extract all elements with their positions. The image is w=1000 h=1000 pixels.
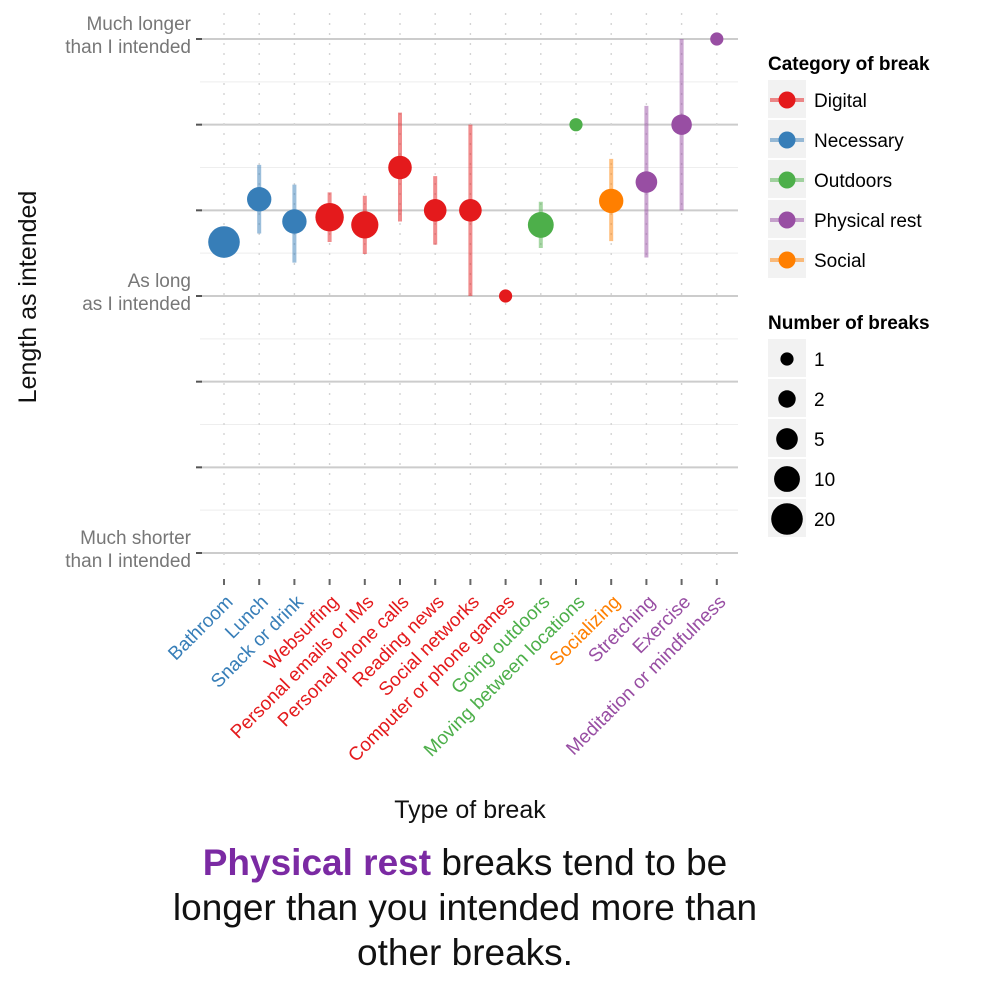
caption-highlight: Physical rest — [202, 842, 432, 883]
legend-key-dot — [778, 131, 796, 149]
data-point — [315, 202, 344, 232]
data-point — [569, 118, 583, 132]
data-point — [282, 209, 307, 234]
legend-key-dot — [778, 211, 796, 229]
y-tick-label-line2: as I intended — [82, 294, 191, 315]
data-point — [247, 187, 272, 212]
data-point — [599, 188, 624, 214]
y-tick-label-line1: As long — [128, 271, 191, 292]
legend: Category of break Digital Necessary Outdoor… — [768, 54, 930, 537]
data-point — [710, 32, 724, 46]
gridlines — [196, 13, 738, 585]
data-point — [499, 289, 513, 303]
size-legend-title: Number of breaks — [768, 313, 930, 334]
data-point — [459, 199, 482, 222]
legend-key-dot — [778, 251, 796, 269]
category-legend-label: Necessary — [814, 131, 904, 152]
data-point — [423, 199, 447, 222]
data-point — [635, 171, 658, 193]
size-legend-dot — [776, 428, 798, 450]
size-legend-dot — [778, 390, 796, 408]
category-legend-label: Social — [814, 251, 866, 272]
caption: Physical rest breaks tend to be longer t… — [160, 840, 770, 975]
data-points — [208, 32, 724, 303]
caption-rest: breaks tend to be longer than you intend… — [172, 842, 758, 973]
category-legend-label: Physical rest — [814, 211, 922, 232]
y-tick-label-line1: Much shorter — [80, 528, 192, 549]
data-point — [388, 155, 412, 180]
y-tick-label-line2: than I intended — [65, 37, 191, 58]
category-legend-label: Digital — [814, 91, 867, 112]
y-tick-label-line2: than I intended — [65, 551, 191, 572]
size-legend-dot — [771, 503, 803, 535]
data-point — [208, 226, 240, 258]
size-legend-dot — [774, 466, 800, 492]
size-legend-label: 10 — [814, 470, 835, 491]
size-legend-label: 1 — [814, 350, 825, 371]
data-point — [671, 114, 692, 135]
y-tick-label-line1: Much longer — [86, 14, 191, 35]
data-point — [351, 211, 379, 239]
size-legend-dot — [780, 352, 794, 366]
category-legend-title: Category of break — [768, 54, 930, 75]
size-legend-label: 5 — [814, 430, 825, 451]
data-point — [527, 211, 554, 238]
size-legend-label: 20 — [814, 510, 835, 531]
y-axis-title: Length as intended — [14, 191, 42, 404]
category-legend-label: Outdoors — [814, 171, 892, 192]
x-axis-title: Type of break — [394, 796, 546, 824]
legend-key-dot — [778, 171, 796, 189]
size-legend-label: 2 — [814, 390, 825, 411]
legend-key-dot — [778, 91, 796, 109]
